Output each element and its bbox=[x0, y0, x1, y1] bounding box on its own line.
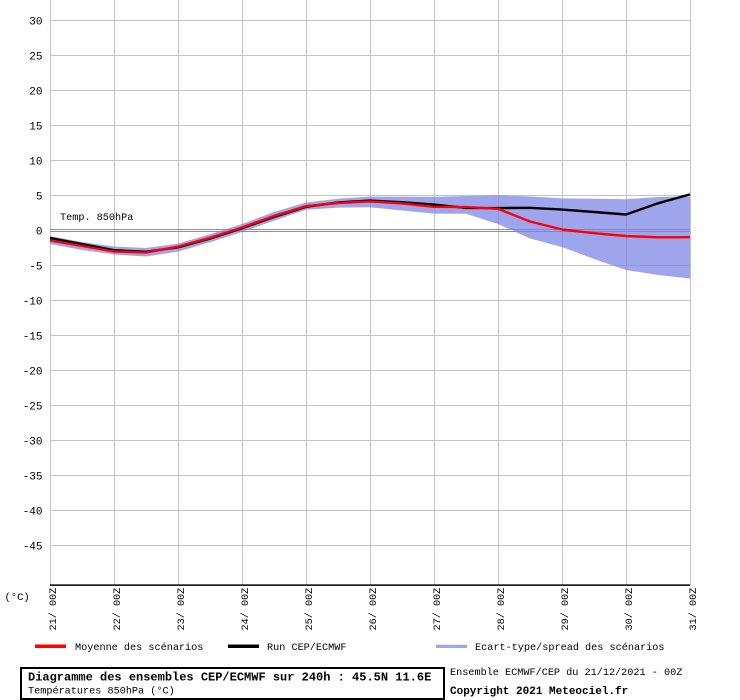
svg-text:Ecart-type/spread des scénario: Ecart-type/spread des scénarios bbox=[475, 642, 665, 654]
svg-text:15: 15 bbox=[29, 122, 42, 134]
svg-text:28/ 00Z: 28/ 00Z bbox=[496, 588, 508, 631]
svg-text:-30: -30 bbox=[23, 437, 43, 449]
svg-text:30/ 00Z: 30/ 00Z bbox=[624, 588, 636, 631]
svg-text:Run CEP/ECMWF: Run CEP/ECMWF bbox=[267, 642, 346, 654]
svg-text:Ensemble ECMWF/CEP du 21/12/20: Ensemble ECMWF/CEP du 21/12/2021 - 00Z bbox=[450, 667, 682, 679]
svg-text:Diagramme des ensembles CEP/EC: Diagramme des ensembles CEP/ECMWF sur 24… bbox=[28, 671, 431, 685]
svg-text:-40: -40 bbox=[23, 507, 43, 519]
svg-text:Temp. 850hPa: Temp. 850hPa bbox=[60, 212, 133, 224]
svg-text:-5: -5 bbox=[29, 262, 42, 274]
svg-text:30: 30 bbox=[29, 17, 42, 29]
svg-text:-10: -10 bbox=[23, 297, 43, 309]
svg-text:20: 20 bbox=[29, 87, 42, 99]
svg-text:26/ 00Z: 26/ 00Z bbox=[368, 588, 380, 631]
svg-text:21/ 00Z: 21/ 00Z bbox=[48, 588, 60, 631]
svg-text:25: 25 bbox=[29, 52, 42, 64]
svg-text:-25: -25 bbox=[23, 402, 43, 414]
svg-text:Copyright 2021 Meteociel.fr: Copyright 2021 Meteociel.fr bbox=[450, 686, 628, 698]
svg-text:27/ 00Z: 27/ 00Z bbox=[432, 588, 444, 631]
svg-text:Moyenne des scénarios: Moyenne des scénarios bbox=[75, 642, 203, 654]
svg-text:23/ 00Z: 23/ 00Z bbox=[176, 588, 188, 631]
svg-text:(°C): (°C) bbox=[5, 592, 30, 604]
svg-text:0: 0 bbox=[36, 227, 43, 239]
svg-text:29/ 00Z: 29/ 00Z bbox=[560, 588, 572, 631]
svg-text:-15: -15 bbox=[23, 332, 43, 344]
svg-text:10: 10 bbox=[29, 157, 42, 169]
svg-text:25/ 00Z: 25/ 00Z bbox=[304, 588, 316, 631]
svg-text:22/ 00Z: 22/ 00Z bbox=[112, 588, 124, 631]
svg-text:-45: -45 bbox=[23, 542, 43, 554]
svg-text:-20: -20 bbox=[23, 367, 43, 379]
svg-text:Températures 850hPa (°C): Températures 850hPa (°C) bbox=[28, 686, 175, 698]
svg-text:31/ 00Z: 31/ 00Z bbox=[688, 588, 700, 631]
svg-text:5: 5 bbox=[36, 192, 43, 204]
svg-text:-35: -35 bbox=[23, 472, 43, 484]
svg-text:24/ 00Z: 24/ 00Z bbox=[240, 588, 252, 631]
